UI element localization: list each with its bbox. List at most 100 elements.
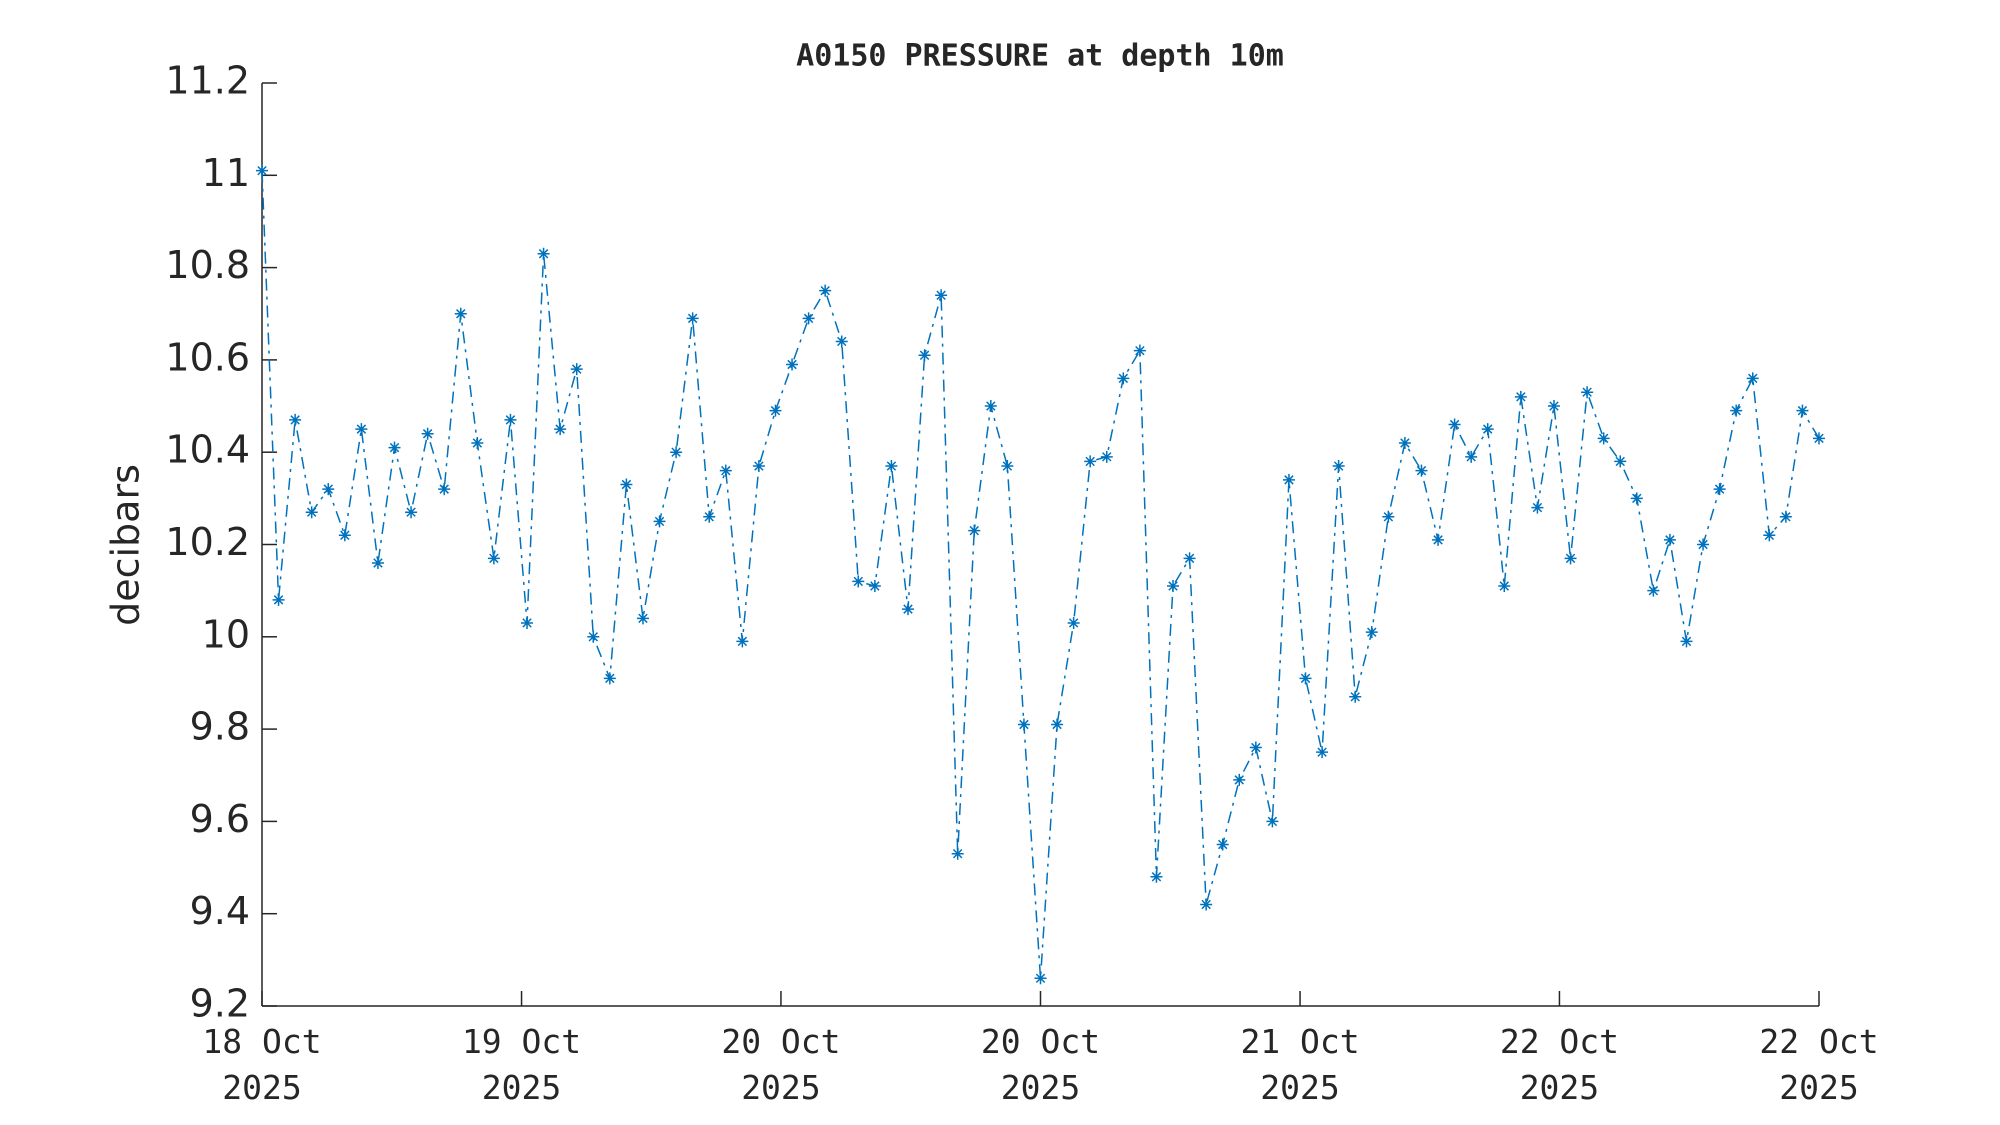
data-point [1150,870,1163,883]
data-point [951,847,964,860]
data-point [802,312,815,325]
data-point [852,575,865,588]
data-point [835,335,848,348]
data-point [918,349,931,362]
y-tick-label: 11 [202,151,250,195]
data-point [570,363,583,376]
data-point [1713,483,1726,496]
data-point [256,164,268,177]
data-point [1067,616,1080,629]
x-tick-label: 18 Oct 2025 [202,1022,322,1107]
data-point [1547,400,1560,413]
data-point [868,580,881,593]
data-point [1233,773,1246,786]
data-point [1167,580,1180,593]
data-point [289,413,302,426]
data-point [1034,972,1047,985]
data-point [1266,815,1279,828]
y-tick-label: 10.6 [165,335,250,379]
data-point [1299,672,1312,685]
data-point [1249,741,1262,754]
data-point [405,506,418,519]
data-point [752,460,765,473]
data-point [371,556,384,569]
data-point [1564,552,1577,565]
data-point [1796,404,1809,417]
data-point [1100,450,1113,463]
y-tick-label: 10.4 [165,428,250,472]
data-point [1531,501,1544,514]
data-point [1316,746,1329,759]
x-tick-label: 22 Oct 2025 [1759,1022,1879,1107]
data-point [603,672,616,685]
data-point [1663,533,1676,546]
data-point [1084,455,1097,468]
data-point [736,635,749,648]
data-point [1581,386,1594,399]
data-point [388,441,401,454]
data-point [1514,390,1527,403]
data-point [338,529,351,542]
data-point [471,436,484,449]
data-point [1813,432,1825,445]
data-point [322,483,335,496]
data-point [1382,510,1395,523]
data-point [1001,460,1014,473]
data-point [1680,635,1693,648]
x-tick-label: 21 Oct 2025 [1240,1022,1360,1107]
data-point [1448,418,1461,431]
data-point [1282,473,1295,486]
data-point [786,358,799,371]
data-point [1481,423,1494,436]
x-tick-label: 20 Oct 2025 [721,1022,841,1107]
data-point [686,312,699,325]
data-point [620,478,633,491]
y-tick-label: 9.2 [190,982,250,1026]
data-point [1365,626,1378,639]
data-point [901,603,914,616]
data-point [438,483,451,496]
x-tick-label: 22 Oct 2025 [1499,1022,1620,1107]
data-point [885,460,898,473]
data-point [587,630,600,643]
data-point [1332,460,1345,473]
data-point [1415,464,1428,477]
data-point [819,284,832,297]
chart-title: A0150 PRESSURE at depth 10m [796,39,1284,74]
data-point [1697,538,1710,551]
data-point [1630,492,1643,505]
data-point [355,423,368,436]
data-point [1133,344,1146,357]
data-point [1779,510,1792,523]
data-point [1183,552,1196,565]
data-point [1498,580,1511,593]
y-tick-label: 10.2 [165,520,250,564]
y-tick-label: 9.8 [190,705,250,749]
data-point [1200,898,1213,911]
data-point [1349,690,1362,703]
data-point [454,307,467,320]
data-point [935,289,948,302]
data-point [305,506,318,519]
data-point [984,400,997,413]
data-point [636,612,649,625]
y-axis-label: decibars [104,464,148,626]
data-point [703,510,716,523]
data-point [1017,718,1030,731]
data-point [504,413,517,426]
data-point [487,552,500,565]
data-point [1746,372,1759,385]
data-point [421,427,434,440]
data-point [968,524,981,537]
data-point [1051,718,1064,731]
data-point [1398,436,1411,449]
y-tick-label: 11.2 [165,59,250,103]
data-point [1432,533,1445,546]
data-point [1763,529,1776,542]
data-point [537,247,550,260]
data-point [554,423,567,436]
data-point [1117,372,1130,385]
data-point [1465,450,1478,463]
y-tick-label: 9.6 [190,797,250,841]
